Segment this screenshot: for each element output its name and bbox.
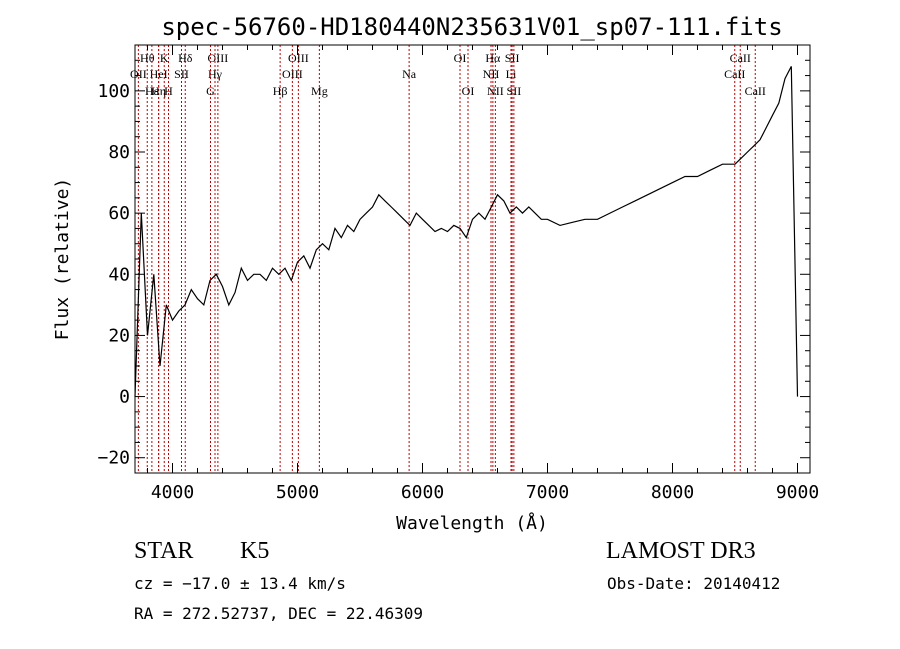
flux-series-line <box>134 66 799 397</box>
x-axis-label: Wavelength (Å) <box>396 512 548 534</box>
spectral-line-label: Li <box>506 67 517 81</box>
y-tick-label: 20 <box>108 325 130 346</box>
spectral-line-label: Hθ <box>140 51 155 65</box>
y-tick-label: 0 <box>119 387 130 408</box>
x-tick-label: 6000 <box>401 482 444 503</box>
spectral-line-label: OI <box>462 84 475 98</box>
spectral-line-label: Hδ <box>178 51 193 65</box>
spectral-line-label: G <box>206 84 215 98</box>
x-tick-label: 4000 <box>151 482 194 503</box>
y-axis-label: Flux (relative) <box>52 178 73 341</box>
x-tick-label: 8000 <box>651 482 694 503</box>
y-tick-label: −20 <box>97 448 130 469</box>
spectral-line-label: Na <box>402 67 417 81</box>
spectral-line-label: Hη <box>151 84 166 98</box>
spectral-line-label: Hγ <box>208 67 223 81</box>
spectral-line-label: OII <box>130 67 147 81</box>
spectral-line-label: OIII <box>208 51 229 65</box>
spectral-line-label: OIII <box>288 51 309 65</box>
spectral-line-label: NII <box>483 67 500 81</box>
spectral-line-label: H <box>164 84 173 98</box>
observation-date: Obs-Date: 20140412 <box>607 574 781 593</box>
spectral-line-label: Hε <box>145 84 159 98</box>
object-type: STAR <box>134 538 194 564</box>
survey-name: LAMOST DR3 <box>606 538 756 564</box>
y-tick-label: 80 <box>108 142 130 163</box>
y-tick-label: 100 <box>97 81 130 102</box>
spectral-line-label: OIII <box>282 67 303 81</box>
spectral-line-label: CaII <box>724 67 745 81</box>
x-tick-label: 9000 <box>776 482 819 503</box>
spectral-line-label: Hα <box>485 51 501 65</box>
y-tick-label: 60 <box>108 203 130 224</box>
coordinates: RA = 272.52737, DEC = 22.46309 <box>134 604 423 623</box>
spectral-line-label: Mg <box>311 84 328 98</box>
spectral-line-label: NII <box>487 84 504 98</box>
spectral-line-label: OI <box>454 51 467 65</box>
y-tick-label: 40 <box>108 264 130 285</box>
plot-frame <box>134 44 811 474</box>
spectral-line-label: SII <box>505 51 520 65</box>
redshift-velocity: cz = −17.0 ± 13.4 km/s <box>134 574 346 593</box>
spectral-line-label: SII <box>174 67 189 81</box>
spectral-line-label: K <box>160 51 169 65</box>
spectral-line-label: CaII <box>745 84 766 98</box>
spectral-line-label: SII <box>507 84 522 98</box>
chart-title: spec-56760-HD180440N235631V01_sp07-111.f… <box>161 13 782 41</box>
x-tick-label: 7000 <box>526 482 569 503</box>
spectral-subclass: K5 <box>240 538 270 564</box>
spectral-line-label: CaII <box>730 51 751 65</box>
x-tick-label: 5000 <box>276 482 319 503</box>
spectral-line-label: Hβ <box>273 84 288 98</box>
